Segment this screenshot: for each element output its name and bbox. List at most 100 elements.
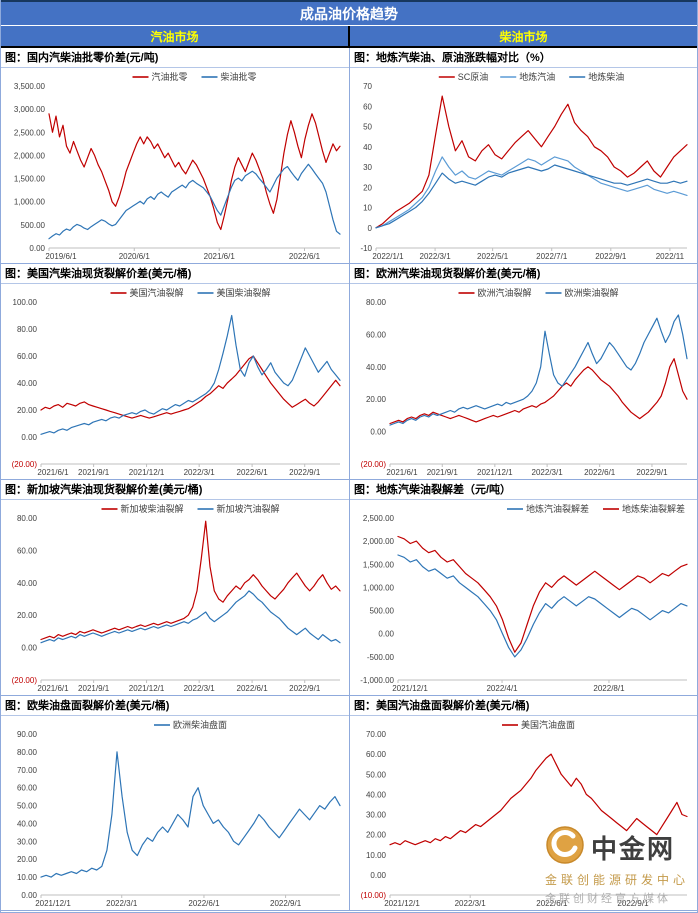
svg-text:0: 0 <box>368 224 373 233</box>
svg-text:3,000.00: 3,000.00 <box>14 105 46 114</box>
svg-text:-10: -10 <box>360 244 372 253</box>
svg-text:2022/9/1: 2022/9/1 <box>617 899 649 908</box>
line-chart-europe-diesel-futures: 90.00 80.00 70.00 60.00 50.00 40.00 30.00 20.00… <box>17 719 341 908</box>
svg-text:80.00: 80.00 <box>17 514 38 523</box>
svg-text:20.00: 20.00 <box>17 611 38 620</box>
svg-text:50.00: 50.00 <box>17 802 38 811</box>
svg-text:60.00: 60.00 <box>366 330 387 339</box>
line-chart-refinery-crack-spread: 2,500.00 2,000.00 1,500.00 1,000.00 500.00 0.… <box>360 503 688 693</box>
svg-text:地炼柴油裂解差: 地炼柴油裂解差 <box>622 503 685 514</box>
chart-title: 图：地炼汽柴油裂解差（元/吨） <box>350 480 697 500</box>
svg-text:2022/9/1: 2022/9/1 <box>595 252 627 261</box>
chart-refinery-crack-spread: 图：地炼汽柴油裂解差（元/吨） 2,500.00 2,000.00 1,500.00… <box>350 480 697 696</box>
svg-text:2021/6/1: 2021/6/1 <box>386 468 418 477</box>
svg-text:地炼汽油裂解差: 地炼汽油裂解差 <box>526 503 589 514</box>
svg-text:2022/8/1: 2022/8/1 <box>593 684 625 693</box>
chart-us-spot-crack: 图：美国汽柴油现货裂解价差(美元/桶) 100.00 80.00 60.00 40.0… <box>1 264 350 480</box>
svg-text:70.00: 70.00 <box>366 730 387 739</box>
svg-text:2022/3/1: 2022/3/1 <box>455 899 487 908</box>
svg-text:80.00: 80.00 <box>17 748 38 757</box>
svg-text:40.00: 40.00 <box>366 790 387 799</box>
svg-text:2022/3/1: 2022/3/1 <box>532 468 564 477</box>
svg-text:500.00: 500.00 <box>21 221 46 230</box>
svg-text:0.00: 0.00 <box>378 630 394 639</box>
svg-text:2021/6/1: 2021/6/1 <box>37 684 69 693</box>
svg-text:10: 10 <box>363 204 372 213</box>
svg-text:(20.00): (20.00) <box>12 676 38 685</box>
watermark-line1: 金联创能源研发中心 <box>544 873 689 887</box>
svg-text:2022/9/1: 2022/9/1 <box>289 468 321 477</box>
svg-text:-500.00: -500.00 <box>367 653 395 662</box>
cngold-logo-icon <box>545 825 585 870</box>
svg-text:2022/6/1: 2022/6/1 <box>289 252 321 261</box>
line-chart-us-spot-crack: 100.0080.0060.0040.0020.000.00(20.00)202… <box>12 287 341 477</box>
svg-text:柴油批零: 柴油批零 <box>221 71 257 82</box>
svg-text:40.00: 40.00 <box>17 579 38 588</box>
svg-text:地炼柴油: 地炼柴油 <box>588 71 624 82</box>
svg-text:3,500.00: 3,500.00 <box>14 82 46 91</box>
svg-text:(20.00): (20.00) <box>361 460 387 469</box>
svg-text:新加坡柴油裂解: 新加坡柴油裂解 <box>121 503 184 514</box>
svg-text:2022/1/1: 2022/1/1 <box>372 252 404 261</box>
svg-text:20: 20 <box>363 183 372 192</box>
svg-text:100.00: 100.00 <box>13 298 38 307</box>
svg-text:0.00: 0.00 <box>21 644 37 653</box>
chart-domestic-wholesale-retail-spread: 图：国内汽柴油批零价差(元/吨) 3,500.00 3,000.00 2,500.0… <box>1 48 350 264</box>
svg-text:1,500.00: 1,500.00 <box>14 175 46 184</box>
svg-text:60.00: 60.00 <box>17 546 38 555</box>
svg-text:2021/9/1: 2021/9/1 <box>78 468 110 477</box>
svg-text:2021/12/1: 2021/12/1 <box>392 684 428 693</box>
chart-title: 图：欧柴油盘面裂解价差(美元/桶) <box>1 696 349 716</box>
svg-text:2019/6/1: 2019/6/1 <box>45 252 77 261</box>
svg-text:2,000.00: 2,000.00 <box>14 151 46 160</box>
page-title: 成品油价格趋势 <box>1 0 697 26</box>
svg-text:2022/3/1: 2022/3/1 <box>184 684 216 693</box>
svg-text:70.00: 70.00 <box>17 766 38 775</box>
svg-text:1,000.00: 1,000.00 <box>14 198 46 207</box>
svg-text:2022/3/1: 2022/3/1 <box>420 252 452 261</box>
svg-text:10.00: 10.00 <box>366 851 387 860</box>
watermark-brand: 中金网 <box>590 834 675 864</box>
svg-text:2,500.00: 2,500.00 <box>363 514 395 523</box>
market-header-row: 汽油市场 柴油市场 <box>1 26 697 48</box>
svg-text:2022/7/1: 2022/7/1 <box>536 252 568 261</box>
svg-text:2022/9/1: 2022/9/1 <box>636 468 668 477</box>
svg-text:40.00: 40.00 <box>17 379 38 388</box>
svg-text:2022/4/1: 2022/4/1 <box>486 684 518 693</box>
svg-text:2022/9/1: 2022/9/1 <box>270 899 302 908</box>
svg-text:0.00: 0.00 <box>370 871 386 880</box>
svg-text:60: 60 <box>363 102 372 111</box>
svg-text:60.00: 60.00 <box>17 352 38 361</box>
chart-singapore-spot-crack: 图：新加坡汽柴油现货裂解价差(美元/桶) 80.00 60.00 40.00 20.0… <box>1 480 350 696</box>
tab-diesel-market: 柴油市场 <box>350 26 697 46</box>
chart-europe-diesel-futures-crack: 图：欧柴油盘面裂解价差(美元/桶) 90.00 80.00 70.00 60.00 50… <box>1 696 350 911</box>
svg-text:2,000.00: 2,000.00 <box>363 537 395 546</box>
svg-text:2,500.00: 2,500.00 <box>14 128 46 137</box>
svg-text:2021/12/1: 2021/12/1 <box>129 684 165 693</box>
svg-text:2022/11: 2022/11 <box>656 252 685 261</box>
svg-text:2021/12/1: 2021/12/1 <box>384 899 420 908</box>
line-chart-singapore-spot-crack: 80.00 60.00 40.00 20.00 0.00 (20.00)2021/6/1 2… <box>12 503 341 693</box>
svg-text:美国汽油盘面: 美国汽油盘面 <box>521 719 575 730</box>
line-chart-domestic-spread: 3,500.00 3,000.00 2,500.00 2,000.00 1,500.00… <box>14 71 341 261</box>
svg-text:2021/6/1: 2021/6/1 <box>37 468 69 477</box>
chart-refinery-crude-change: 图：地炼汽柴油、原油涨跌幅对比（%） 70 60 50 40 30 20 10 0 -10 202… <box>350 48 697 264</box>
line-chart-us-gasoline-futures: 70.00 60.00 50.00 40.00 30.00 20.00 10.00 0.00 (… <box>361 719 688 908</box>
chart-title: 图：国内汽柴油批零价差(元/吨) <box>1 48 349 68</box>
svg-text:2022/9/1: 2022/9/1 <box>289 684 321 693</box>
svg-text:汽油批零: 汽油批零 <box>152 71 188 82</box>
svg-text:2021/12/1: 2021/12/1 <box>477 468 513 477</box>
svg-text:(10.00): (10.00) <box>361 891 387 900</box>
tab-gasoline-market: 汽油市场 <box>1 26 350 46</box>
svg-text:40: 40 <box>363 143 372 152</box>
svg-text:30.00: 30.00 <box>366 811 387 820</box>
svg-text:新加坡汽油裂解: 新加坡汽油裂解 <box>217 503 280 514</box>
svg-text:欧洲柴油裂解: 欧洲柴油裂解 <box>565 287 619 298</box>
svg-text:50: 50 <box>363 123 372 132</box>
svg-text:20.00: 20.00 <box>17 406 38 415</box>
svg-text:1,000.00: 1,000.00 <box>363 583 395 592</box>
svg-text:60.00: 60.00 <box>17 784 38 793</box>
svg-text:2022/3/1: 2022/3/1 <box>184 468 216 477</box>
